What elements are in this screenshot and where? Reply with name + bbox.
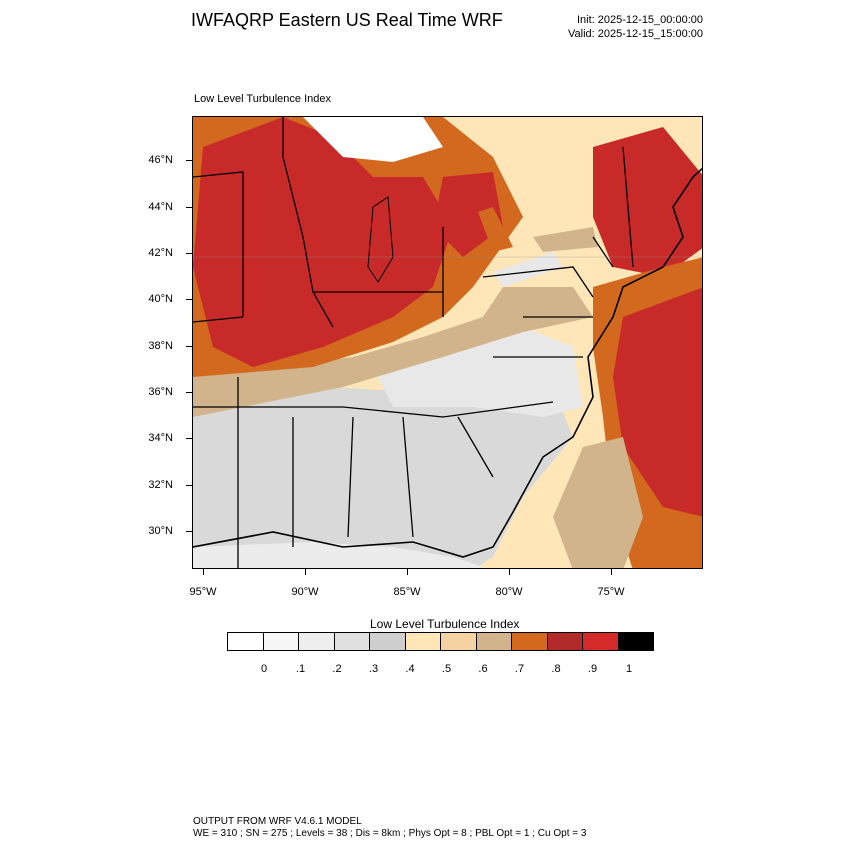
colorbar-cell (475, 632, 512, 651)
lat-tick (186, 207, 192, 208)
lat-label: 46°N (148, 154, 173, 166)
colorbar-label: 1 (625, 663, 633, 675)
atlantic-tan-region (553, 437, 643, 568)
colorbar-cell (227, 632, 264, 651)
lon-label: 80°W (495, 586, 523, 598)
colorbar-cell (511, 632, 548, 651)
colorbar-cell (262, 632, 299, 651)
colorbar-label: .9 (587, 663, 598, 675)
panel-label: Low Level Turbulence Index (194, 93, 331, 105)
lat-label: 30°N (148, 525, 173, 537)
colorbar-cell (369, 632, 406, 651)
lon-label: 90°W (291, 586, 319, 598)
colorbar-label: .1 (295, 663, 306, 675)
state-borders (193, 117, 634, 568)
colorbar-label: .6 (478, 663, 488, 675)
lon-label: 85°W (393, 586, 421, 598)
lake-huron (478, 207, 513, 252)
colorbar-cell (546, 632, 583, 651)
colorbar (227, 632, 654, 651)
init-time: Init: 2025-12-15_00:00:00 (577, 14, 703, 26)
lat-label: 38°N (148, 340, 173, 352)
lon-tick (611, 569, 612, 575)
colorbar-cell (333, 632, 370, 651)
colorbar-label: .4 (405, 663, 415, 675)
valid-time: Valid: 2025-12-15_15:00:00 (568, 28, 703, 40)
tan-band (193, 287, 593, 417)
lat-label: 44°N (148, 201, 173, 213)
lon-tick (305, 569, 306, 575)
lat-tick (186, 253, 192, 254)
lat-tick (186, 485, 192, 486)
colorbar-cell (298, 632, 335, 651)
lon-tick (509, 569, 510, 575)
colorbar-label: .3 (368, 663, 379, 675)
midwest-high-region (193, 117, 453, 367)
lake-erie (493, 252, 563, 287)
colorbar-label: .8 (551, 663, 561, 675)
lat-label: 42°N (148, 247, 173, 259)
colorbar-label: 0 (260, 663, 268, 675)
lat-tick (186, 346, 192, 347)
lon-tick (407, 569, 408, 575)
atlantic-high-region (613, 287, 702, 517)
plot-title: IWFAQRP Eastern US Real Time WRF (191, 10, 503, 30)
lake-ontario (533, 227, 598, 252)
lat-label: 40°N (148, 293, 173, 305)
time-info: Init: 2025-12-15_00:00:00 Valid: 2025-12… (568, 13, 703, 41)
lat-tick (186, 392, 192, 393)
lat-label: 32°N (148, 479, 173, 491)
colorbar-cell (440, 632, 477, 651)
colorbar-cell (582, 632, 619, 651)
appalachian-low-region (373, 327, 583, 417)
lon-label: 75°W (597, 586, 625, 598)
lat-tick (186, 160, 192, 161)
new-england-high-region (593, 127, 702, 277)
lat-label: 36°N (148, 386, 173, 398)
lon-label: 95°W (189, 586, 217, 598)
lat-label: 34°N (148, 432, 173, 444)
turbulence-map (192, 116, 703, 569)
colorbar-title: Low Level Turbulence Index (370, 617, 520, 631)
lat-tick (186, 299, 192, 300)
colorbar-cell (404, 632, 441, 651)
michigan-high-region (433, 172, 503, 257)
colorbar-label: .7 (514, 663, 525, 675)
footer-model-line: OUTPUT FROM WRF V4.6.1 MODEL (193, 816, 362, 827)
gulf-region (193, 542, 487, 568)
footer-config-line: WE = 310 ; SN = 275 ; Levels = 38 ; Dis … (193, 828, 587, 839)
colorbar-label: .5 (441, 663, 452, 675)
map-canvas (193, 117, 702, 568)
lake-superior (303, 117, 443, 162)
south-low-region (193, 379, 573, 568)
lon-tick (203, 569, 204, 575)
colorbar-cell (617, 632, 654, 651)
coastline (193, 167, 702, 558)
lat-tick (186, 438, 192, 439)
lat-tick (186, 531, 192, 532)
colorbar-label: .2 (332, 663, 342, 675)
